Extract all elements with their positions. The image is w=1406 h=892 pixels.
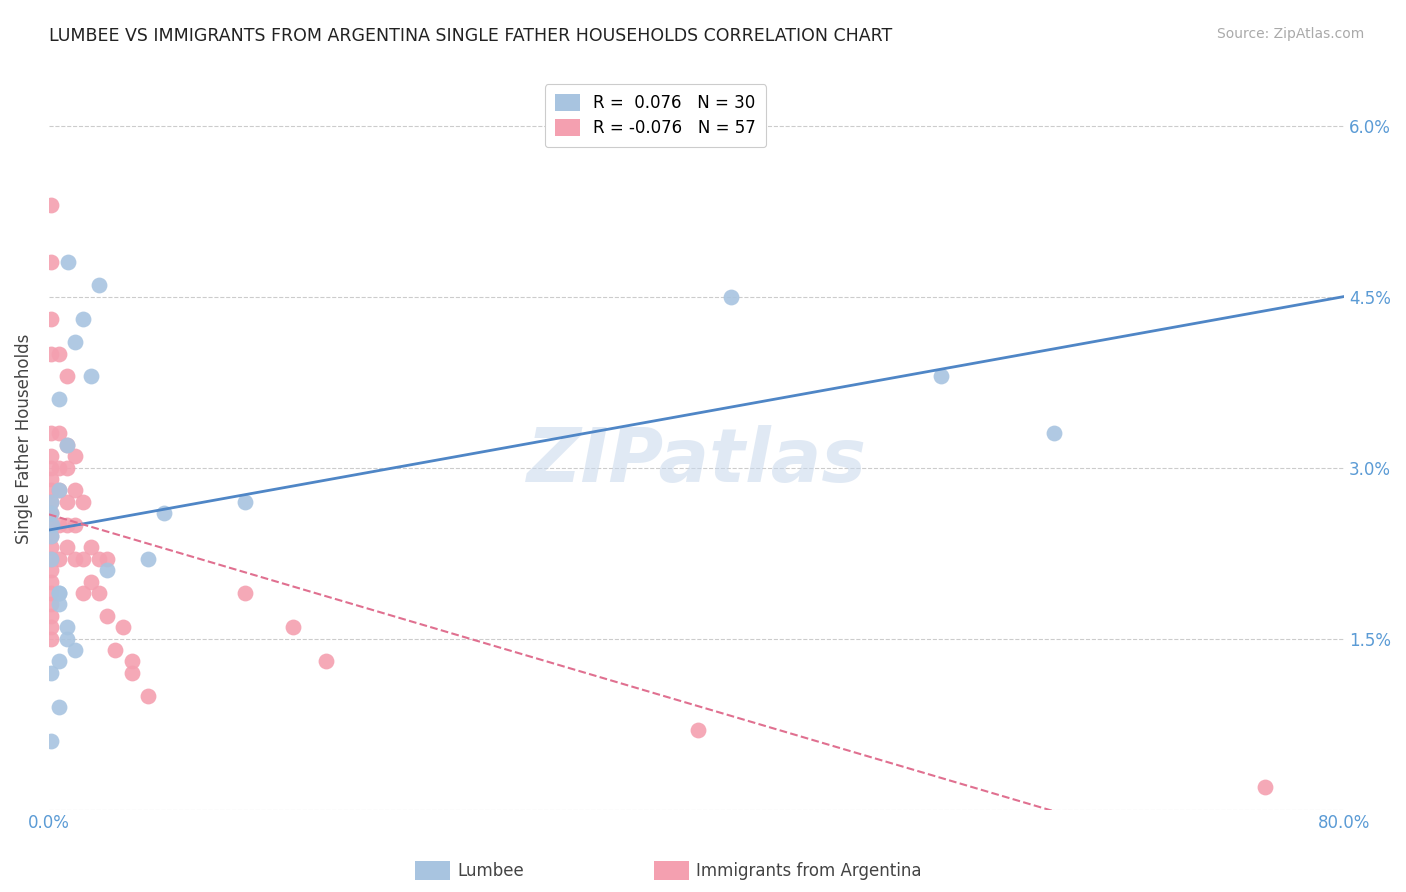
Point	[55, 620, 77, 634]
Point	[136, 689, 159, 703]
Point	[55, 517, 77, 532]
Point	[48, 700, 70, 714]
Point	[112, 620, 135, 634]
Text: ZIPatlas: ZIPatlas	[527, 425, 866, 498]
Point	[72, 551, 94, 566]
Point	[63, 483, 86, 498]
Point	[39, 551, 62, 566]
Point	[55, 541, 77, 555]
Point	[39, 346, 62, 360]
Point	[39, 198, 62, 212]
Point	[39, 551, 62, 566]
Point	[39, 506, 62, 520]
Point	[39, 734, 62, 748]
Point	[63, 449, 86, 463]
Point	[39, 506, 62, 520]
Point	[96, 551, 118, 566]
Point	[72, 586, 94, 600]
Point	[39, 460, 62, 475]
Text: LUMBEE VS IMMIGRANTS FROM ARGENTINA SINGLE FATHER HOUSEHOLDS CORRELATION CHART: LUMBEE VS IMMIGRANTS FROM ARGENTINA SING…	[49, 27, 893, 45]
Point	[48, 426, 70, 441]
Point	[315, 654, 337, 668]
Point	[39, 620, 62, 634]
Point	[121, 654, 143, 668]
Point	[80, 541, 103, 555]
Point	[39, 586, 62, 600]
Point	[39, 426, 62, 441]
Point	[929, 369, 952, 384]
Point	[48, 586, 70, 600]
Point	[48, 460, 70, 475]
Point	[63, 335, 86, 350]
Point	[39, 529, 62, 543]
Y-axis label: Single Father Households: Single Father Households	[15, 334, 32, 544]
Point	[39, 529, 62, 543]
Text: Lumbee: Lumbee	[457, 862, 523, 880]
Legend: R =  0.076   N = 30, R = -0.076   N = 57: R = 0.076 N = 30, R = -0.076 N = 57	[546, 84, 766, 147]
Point	[80, 369, 103, 384]
Point	[55, 460, 77, 475]
Point	[48, 346, 70, 360]
Point	[39, 632, 62, 646]
Point	[39, 494, 62, 508]
Point	[39, 494, 62, 508]
Point	[39, 517, 62, 532]
Point	[48, 551, 70, 566]
Point	[89, 551, 111, 566]
Point	[104, 643, 127, 657]
Point	[720, 289, 742, 303]
Point	[39, 449, 62, 463]
Point	[55, 494, 77, 508]
Point	[39, 483, 62, 498]
Point	[39, 255, 62, 269]
Point	[72, 494, 94, 508]
Point	[283, 620, 305, 634]
Point	[96, 563, 118, 577]
Point	[39, 665, 62, 680]
Point	[1254, 780, 1277, 794]
Point	[48, 392, 70, 406]
Point	[39, 563, 62, 577]
Point	[63, 517, 86, 532]
Point	[89, 586, 111, 600]
Point	[55, 632, 77, 646]
Point	[63, 643, 86, 657]
Point	[80, 574, 103, 589]
Point	[39, 598, 62, 612]
Point	[48, 654, 70, 668]
Point	[55, 438, 77, 452]
Point	[153, 506, 176, 520]
Point	[688, 723, 710, 737]
Point	[72, 312, 94, 326]
Point	[121, 665, 143, 680]
Point	[48, 598, 70, 612]
Text: Source: ZipAtlas.com: Source: ZipAtlas.com	[1216, 27, 1364, 41]
Point	[89, 278, 111, 293]
Point	[58, 255, 80, 269]
Point	[48, 483, 70, 498]
Point	[39, 472, 62, 486]
Point	[39, 312, 62, 326]
Point	[96, 608, 118, 623]
Point	[233, 586, 256, 600]
Point	[48, 586, 70, 600]
Point	[39, 574, 62, 589]
Point	[136, 551, 159, 566]
Point	[41, 517, 63, 532]
Point	[48, 483, 70, 498]
Point	[55, 369, 77, 384]
Point	[1043, 426, 1066, 441]
Point	[233, 494, 256, 508]
Point	[39, 541, 62, 555]
Point	[63, 551, 86, 566]
Point	[48, 517, 70, 532]
Point	[55, 438, 77, 452]
Text: Immigrants from Argentina: Immigrants from Argentina	[696, 862, 921, 880]
Point	[39, 608, 62, 623]
